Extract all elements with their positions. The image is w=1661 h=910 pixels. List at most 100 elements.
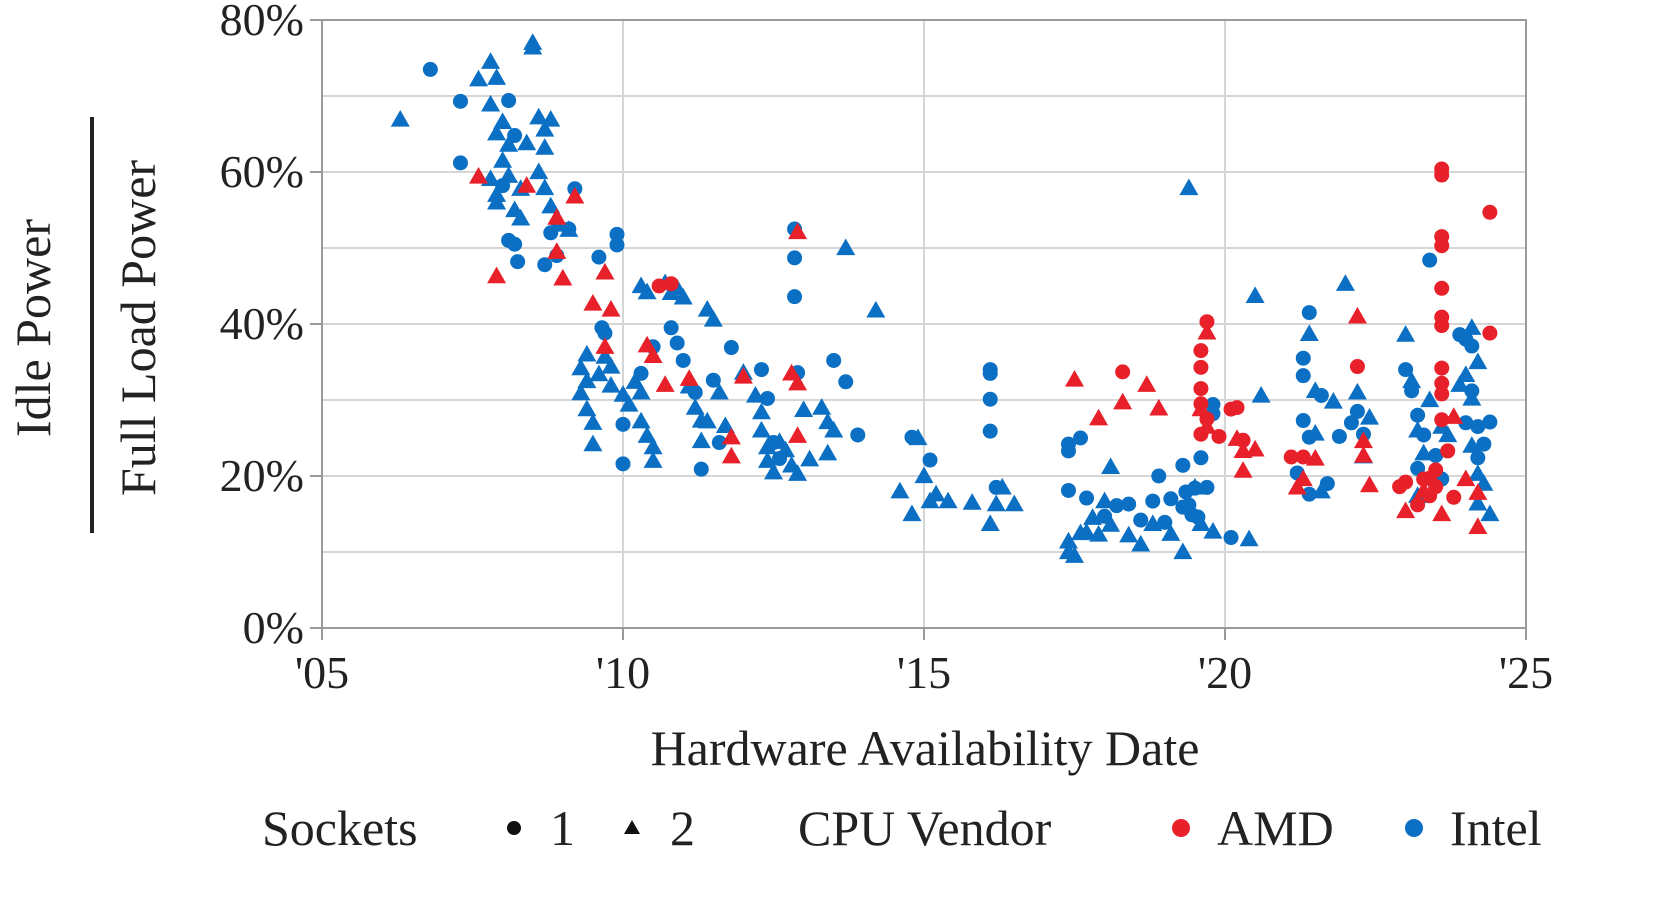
data-point-amd (1283, 449, 1299, 465)
data-point-intel (535, 138, 555, 155)
data-point-intel (1077, 522, 1097, 540)
data-point-intel (685, 398, 705, 415)
data-point-intel (1476, 436, 1492, 452)
data-point-amd (1295, 449, 1311, 465)
data-point-intel (908, 428, 928, 446)
data-point-intel (1323, 392, 1343, 409)
data-point-intel (1398, 362, 1414, 378)
y-tick-label: 60% (220, 146, 304, 197)
data-point-intel (1482, 414, 1498, 430)
data-point-amd (1115, 364, 1131, 380)
data-point-amd (1432, 504, 1452, 522)
data-point-amd (1434, 375, 1450, 391)
data-point-intel (890, 481, 910, 499)
data-point-amd (1434, 167, 1450, 183)
x-tick-label: '10 (596, 647, 650, 698)
data-point-intel (619, 395, 639, 412)
data-point-intel (511, 208, 531, 226)
data-point-amd (1227, 429, 1247, 446)
data-point-amd (1434, 386, 1450, 402)
data-point-intel (537, 257, 553, 273)
data-point-amd (1444, 407, 1464, 424)
data-point-amd (1191, 399, 1211, 417)
data-point-intel (1157, 514, 1173, 530)
data-point-amd (1482, 204, 1498, 220)
data-point-intel (1422, 252, 1438, 268)
data-point-amd (1482, 325, 1498, 341)
data-point-intel (507, 236, 523, 252)
data-point-intel (1239, 529, 1259, 547)
data-point-intel (982, 423, 998, 439)
data-point-intel (1121, 496, 1137, 512)
data-point-intel (812, 398, 832, 415)
data-point-amd (1416, 471, 1432, 487)
data-point-intel (1109, 498, 1125, 514)
data-point-amd (469, 167, 489, 184)
data-point-intel (1073, 430, 1089, 446)
data-point-intel (571, 358, 591, 376)
data-point-intel (1151, 468, 1167, 484)
data-point-amd (1197, 417, 1217, 434)
data-point-intel (589, 364, 609, 382)
data-point-intel (1301, 305, 1317, 321)
data-point-intel (1175, 457, 1191, 473)
data-point-amd (547, 242, 567, 259)
data-point-intel (577, 371, 597, 389)
data-point-intel (452, 93, 468, 109)
legend-intel-label: Intel (1450, 800, 1542, 856)
data-point-intel (541, 196, 561, 214)
data-point-intel (583, 434, 603, 452)
legend-sockets-2: 2 (670, 800, 695, 856)
data-point-intel (757, 451, 777, 468)
y-tick-label: 0% (243, 602, 304, 653)
legend-sockets-1: 1 (550, 800, 575, 856)
data-point-amd (788, 373, 808, 391)
data-point-amd (1199, 314, 1215, 330)
data-point-intel (709, 382, 729, 400)
data-point-intel (992, 477, 1012, 495)
data-point-intel (631, 382, 651, 400)
data-point-intel (493, 151, 513, 168)
data-point-intel (715, 416, 735, 433)
legend-triangle-marker (624, 820, 640, 834)
data-point-intel (510, 254, 526, 270)
data-point-amd (1245, 439, 1265, 457)
data-point-amd (1359, 475, 1379, 493)
data-point-amd (1305, 449, 1325, 466)
data-point-amd (1197, 322, 1217, 340)
data-point-intel (1083, 508, 1103, 525)
data-point-amd (1193, 381, 1209, 397)
data-point-intel (938, 491, 958, 509)
data-point-intel (615, 456, 631, 472)
data-point-amd (1065, 369, 1084, 387)
data-point-intel (535, 119, 555, 137)
data-point-intel (481, 94, 501, 112)
data-point-intel (1131, 534, 1151, 552)
data-point-intel (529, 162, 549, 180)
data-point-intel (800, 449, 820, 467)
data-point-intel (571, 383, 591, 401)
data-point-intel (788, 464, 808, 481)
data-point-amd (663, 276, 679, 292)
data-point-amd (1287, 477, 1307, 495)
data-point-intel (1462, 388, 1482, 406)
data-point-intel (559, 220, 579, 237)
data-point-intel (1347, 382, 1367, 400)
data-point-intel (1079, 490, 1095, 506)
data-point-intel (501, 93, 517, 109)
data-point-intel (390, 110, 410, 127)
data-point-amd (1456, 469, 1476, 487)
data-point-intel (962, 493, 982, 510)
data-point-intel (787, 289, 803, 305)
data-point-intel (1058, 531, 1078, 549)
data-point-intel (1060, 482, 1076, 498)
data-point-intel (982, 391, 998, 407)
data-point-amd (1349, 359, 1365, 375)
data-point-amd (1353, 431, 1373, 449)
x-tick-label: '15 (897, 647, 951, 698)
data-point-amd (1434, 280, 1450, 296)
data-point-intel (824, 420, 844, 438)
data-point-intel (597, 325, 613, 341)
data-point-amd (1149, 398, 1169, 416)
